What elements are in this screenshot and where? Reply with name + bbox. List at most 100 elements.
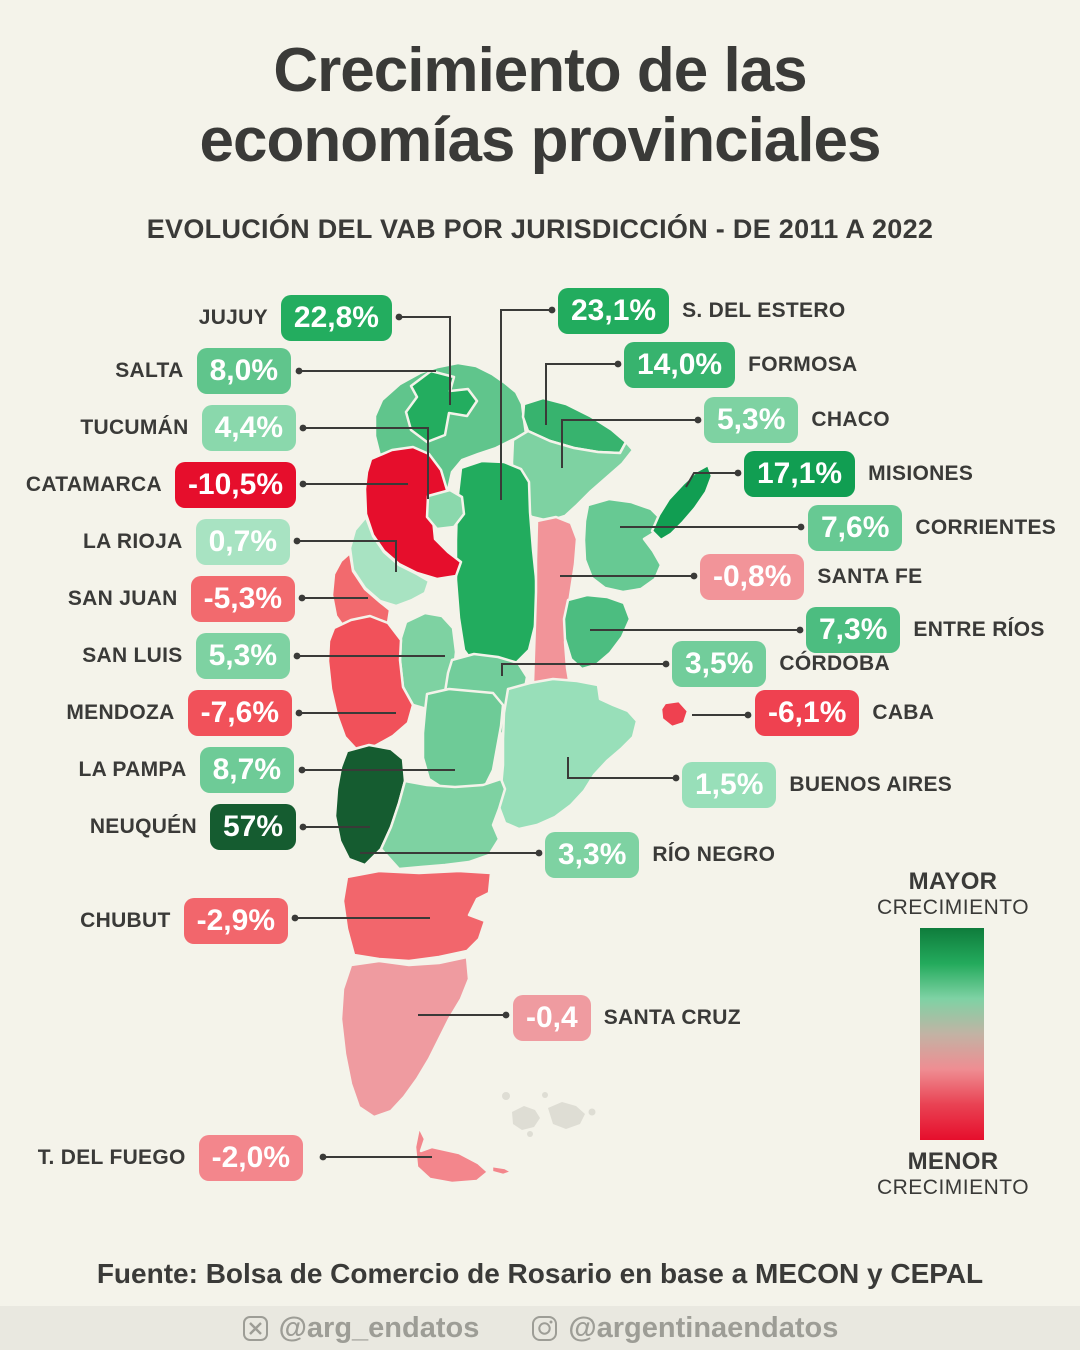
province-label-buenos-aires: 1,5% BUENOS AIRES bbox=[682, 762, 952, 808]
province-label-corrientes: 7,6% CORRIENTES bbox=[808, 505, 1056, 551]
province-name: CATAMARCA bbox=[25, 473, 162, 496]
province-label-formosa: 14,0% FORMOSA bbox=[624, 342, 858, 388]
province-value-badge: 8,0% bbox=[196, 348, 291, 394]
province-label-tucuman: TUCUMÁN 4,4% bbox=[80, 405, 296, 451]
province-name: BUENOS AIRES bbox=[789, 773, 953, 796]
province-value-badge: -0,8% bbox=[700, 554, 805, 600]
province-shape-chubut bbox=[341, 869, 493, 963]
province-value-badge: 4,4% bbox=[201, 405, 296, 451]
legend-bottom-label: MENOR CRECIMIENTO bbox=[868, 1148, 1038, 1200]
province-name: CÓRDOBA bbox=[779, 652, 890, 675]
province-label-jujuy: JUJUY 22,8% bbox=[199, 295, 392, 341]
connector-dots bbox=[291, 306, 805, 1161]
province-shape-tucuman bbox=[425, 488, 466, 531]
x-icon bbox=[242, 1315, 269, 1342]
province-shape-misiones bbox=[650, 463, 714, 542]
province-value-badge: -5,3% bbox=[190, 576, 295, 622]
province-value-badge: 14,0% bbox=[624, 342, 736, 388]
province-label-chaco: 5,3% CHACO bbox=[704, 397, 890, 443]
province-name: SAN JUAN bbox=[67, 587, 178, 610]
province-label-cordoba: 3,5% CÓRDOBA bbox=[672, 641, 890, 687]
province-label-s-del-estero: 23,1% S. DEL ESTERO bbox=[558, 288, 845, 334]
province-label-chubut: CHUBUT -2,9% bbox=[80, 898, 288, 944]
province-name: LA RIOJA bbox=[82, 530, 183, 553]
province-shape-la-pampa bbox=[421, 687, 505, 792]
province-shape-mendoza bbox=[326, 614, 415, 752]
province-name: T. DEL FUEGO bbox=[37, 1146, 186, 1169]
province-value-badge: 3,3% bbox=[545, 832, 640, 878]
province-value-badge: 7,6% bbox=[808, 505, 903, 551]
province-name: LA PAMPA bbox=[78, 758, 187, 781]
province-shape-entre-rios bbox=[562, 593, 632, 671]
province-name: S. DEL ESTERO bbox=[682, 299, 846, 322]
province-label-san-juan: SAN JUAN -5,3% bbox=[68, 576, 295, 622]
province-label-mendoza: MENDOZA -7,6% bbox=[66, 690, 292, 736]
province-shape-santa-cruz bbox=[339, 955, 471, 1119]
province-label-misiones: 17,1% MISIONES bbox=[744, 451, 973, 497]
province-value-badge: -2,0% bbox=[198, 1135, 303, 1181]
province-label-caba: -6,1% CABA bbox=[755, 690, 934, 736]
legend-menor-sub: CRECIMIENTO bbox=[876, 1175, 1030, 1199]
province-value-badge: 5,3% bbox=[195, 633, 290, 679]
province-label-catamarca: CATAMARCA -10,5% bbox=[26, 462, 296, 508]
province-shape-buenos-aires bbox=[497, 677, 639, 831]
province-shape-santiago-del-estero bbox=[454, 459, 539, 671]
province-name: JUJUY bbox=[198, 306, 268, 329]
province-name: CHACO bbox=[811, 408, 890, 431]
legend-mayor: MAYOR bbox=[908, 868, 998, 895]
province-name: CORRIENTES bbox=[915, 516, 1057, 539]
social-bar: @arg_endatos @argentinaendatos bbox=[0, 1306, 1080, 1350]
province-value-badge: 5,3% bbox=[704, 397, 799, 443]
province-name: SAN LUIS bbox=[82, 644, 183, 667]
province-value-badge: 22,8% bbox=[280, 295, 392, 341]
instagram-icon bbox=[531, 1315, 558, 1342]
province-value-badge: 3,5% bbox=[672, 641, 767, 687]
province-value-badge: -2,9% bbox=[183, 898, 288, 944]
province-name: CABA bbox=[872, 701, 935, 724]
province-shape-corrientes bbox=[582, 497, 663, 594]
page-title: Crecimiento de las economías provinciale… bbox=[0, 36, 1080, 176]
title-line-2: economías provinciales bbox=[199, 106, 882, 176]
province-label-salta: SALTA 8,0% bbox=[115, 348, 291, 394]
province-value-badge: 1,5% bbox=[682, 762, 777, 808]
province-shape-tierra-del-fuego bbox=[413, 1125, 490, 1185]
province-name: RÍO NEGRO bbox=[652, 843, 776, 866]
province-name: SALTA bbox=[115, 359, 184, 382]
province-label-san-luis: SAN LUIS 5,3% bbox=[82, 633, 290, 679]
province-value-badge: -0,4 bbox=[513, 995, 591, 1041]
province-label-santa-cruz: -0,4 SANTA CRUZ bbox=[513, 995, 741, 1041]
province-value-badge: 7,3% bbox=[806, 607, 901, 653]
page-subtitle: EVOLUCIÓN DEL VAB POR JURISDICCIÓN - DE … bbox=[146, 214, 934, 244]
legend-menor: MENOR bbox=[907, 1148, 999, 1175]
province-shape-rio-negro bbox=[379, 777, 507, 871]
social-x: @arg_endatos bbox=[242, 1311, 480, 1345]
title-line-1: Crecimiento de las bbox=[273, 36, 807, 105]
province-name: MISIONES bbox=[868, 462, 974, 485]
legend-mayor-sub: CRECIMIENTO bbox=[876, 895, 1030, 919]
province-label-t-del-fuego: T. DEL FUEGO -2,0% bbox=[38, 1135, 303, 1181]
province-value-badge: 8,7% bbox=[199, 747, 294, 793]
instagram-handle: @argentinaendatos bbox=[568, 1311, 839, 1344]
province-label-neuquen: NEUQUÉN 57% bbox=[90, 804, 296, 850]
province-shape-jujuy bbox=[404, 369, 479, 444]
social-instagram: @argentinaendatos bbox=[531, 1312, 838, 1345]
province-label-entre-rios: 7,3% ENTRE RÍOS bbox=[806, 607, 1045, 653]
province-label-santa-fe: -0,8% SANTA FE bbox=[700, 554, 922, 600]
province-value-badge: -7,6% bbox=[187, 690, 292, 736]
province-name: ENTRE RÍOS bbox=[913, 618, 1045, 641]
province-shape-tierra-del-fuego-islet bbox=[490, 1164, 514, 1177]
province-label-la-rioja: LA RIOJA 0,7% bbox=[83, 519, 290, 565]
province-name: NEUQUÉN bbox=[89, 815, 197, 838]
province-name: FORMOSA bbox=[748, 353, 858, 376]
province-value-badge: -6,1% bbox=[755, 690, 860, 736]
malvinas-islands bbox=[502, 1092, 596, 1137]
x-handle: @arg_endatos bbox=[278, 1311, 480, 1344]
province-value-badge: 57% bbox=[209, 804, 296, 850]
province-name: SANTA CRUZ bbox=[603, 1006, 741, 1029]
province-name: SANTA FE bbox=[817, 565, 923, 588]
province-shape-caba bbox=[659, 699, 690, 729]
legend-top-label: MAYOR CRECIMIENTO bbox=[868, 868, 1038, 920]
source-text: Fuente: Bolsa de Comercio de Rosario en … bbox=[96, 1258, 984, 1289]
